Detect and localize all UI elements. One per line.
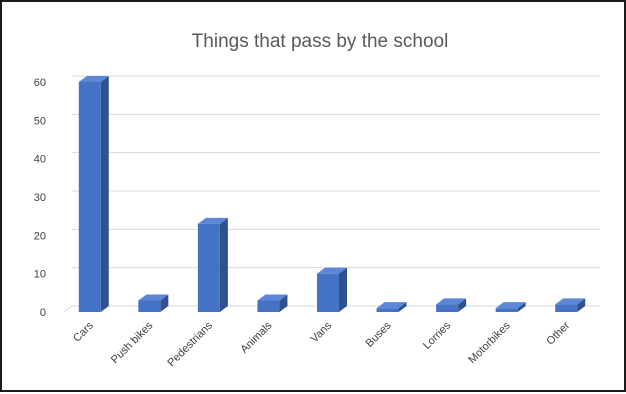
bar-top (317, 267, 347, 274)
bar (257, 294, 288, 312)
bar-top (197, 217, 228, 224)
bar (78, 76, 109, 312)
bar-side (279, 294, 288, 312)
bar-front (376, 308, 399, 312)
x-tick-label: Other (544, 319, 572, 347)
bar (317, 267, 347, 312)
y-tick-label: 10 (34, 269, 46, 281)
bar-front (197, 223, 220, 312)
x-tick-label: Animals (238, 319, 275, 356)
bar-side (517, 302, 526, 312)
x-axis-labels: Cars Push bikes Pedestrians Animals Vans Buse… (71, 319, 573, 369)
bar-front (495, 308, 518, 312)
gridlines (63, 75, 600, 313)
bar-side (458, 298, 467, 312)
y-tick-label: 60 (34, 77, 46, 89)
bar-top (257, 294, 288, 301)
bar-front (317, 273, 339, 312)
x-tick-label: Push bikes (109, 319, 156, 366)
bar (495, 302, 526, 312)
bar-front (257, 300, 280, 312)
y-tick-label: 50 (34, 115, 46, 127)
x-tick-label: Pedestrians (165, 319, 215, 369)
bar-side (339, 267, 347, 312)
bar-front (138, 300, 161, 312)
bar-side (577, 298, 586, 312)
bar-side (219, 217, 228, 312)
x-tick-label: Motorbikes (466, 319, 513, 366)
bar-top (495, 302, 526, 309)
x-tick-label: Buses (364, 319, 394, 349)
bar-top (436, 298, 467, 305)
y-axis-ticks: 0 10 20 30 40 50 60 (34, 77, 46, 319)
bar (555, 298, 586, 312)
x-tick-label: Cars (71, 319, 96, 344)
bar (138, 294, 169, 312)
chart-title: Things that pass by the school (192, 31, 449, 52)
bar-top (138, 294, 169, 301)
x-tick-label: Lorries (421, 319, 454, 352)
bar (436, 298, 467, 312)
bar-side (160, 294, 169, 312)
bar (197, 217, 228, 312)
y-tick-label: 30 (34, 192, 46, 204)
x-tick-label: Vans (308, 319, 334, 345)
bar-front (78, 82, 101, 312)
bar-top (555, 298, 586, 305)
floor-edge (63, 305, 73, 313)
bar-top (78, 76, 109, 82)
bar-side (398, 302, 407, 312)
bar-side (100, 76, 109, 312)
y-tick-label: 40 (34, 154, 46, 166)
y-tick-label: 20 (34, 230, 46, 242)
y-tick-label: 0 (40, 307, 46, 319)
bar-front (555, 304, 578, 312)
bar-front (436, 304, 459, 312)
bar-top (376, 302, 407, 309)
bars (78, 76, 586, 312)
bar (376, 302, 407, 312)
